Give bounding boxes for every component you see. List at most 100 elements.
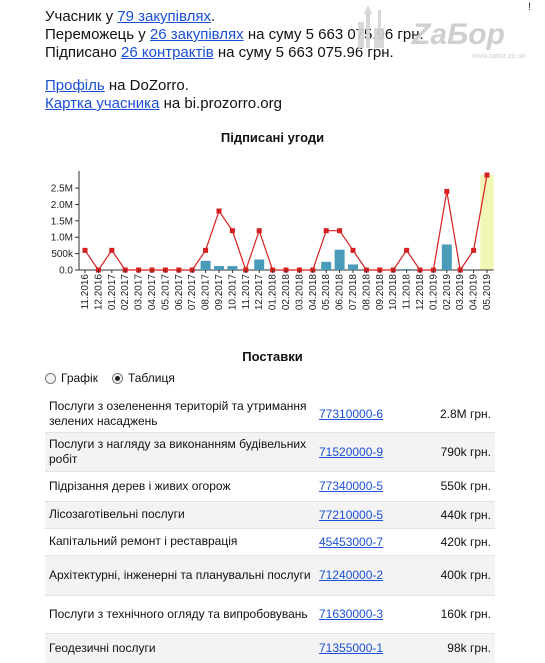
profile-link[interactable]: Профіль (45, 77, 105, 94)
bar (334, 249, 345, 270)
x-tick-label: 01.2017 (107, 274, 118, 311)
line-point (82, 247, 88, 253)
amount: 440k грн. (440, 507, 491, 522)
watermark-url: www.zabor.zp.ua (471, 53, 525, 60)
card-suffix: на bi.prozorro.org (159, 95, 282, 112)
profile-suffix: на DoZorro. (104, 77, 189, 94)
participant-prefix: Учасник у (45, 8, 118, 25)
x-tick-label: 02.2018 (281, 274, 292, 311)
x-tick-label: 05.2018 (321, 274, 332, 311)
amount: 550k грн. (440, 479, 491, 493)
x-tick-label: 09.2018 (375, 274, 386, 311)
table-row: Геодезичні послуги 71355000-1 98k грн. (45, 633, 495, 663)
table-row: Послуги з нагляду за виконанням будівель… (45, 432, 495, 471)
service-name: Капітальний ремонт і реставрація (49, 534, 238, 548)
x-tick-label: 03.2017 (134, 274, 145, 311)
table-row: Підрізання дерев і живих огорож 77340000… (45, 471, 495, 501)
cpv-code-link[interactable]: 71630000-3 (319, 607, 384, 621)
y-tick-label: 0.0 (59, 266, 73, 277)
service-name: Послуги з нагляду за виконанням будівель… (49, 436, 307, 466)
deliveries-table: Послуги з озеленення територій та утрима… (45, 396, 495, 663)
cpv-code-link[interactable]: 77340000-5 (319, 479, 384, 493)
line-point (109, 247, 115, 253)
watermark-logo: ZаБор www.zabor.zp.ua (358, 5, 525, 60)
line-point (350, 247, 356, 253)
line-point (216, 208, 222, 214)
x-tick-label: 05.2017 (160, 274, 171, 311)
participant-line: Учасник у 79 закупівлях. (45, 8, 215, 25)
watermark-text: ZаБор (411, 18, 505, 51)
view-toggle: Графік Таблиця (45, 371, 189, 385)
cpv-code-link[interactable]: 71240000-2 (319, 568, 384, 582)
x-tick-label: 01.2019 (428, 274, 439, 311)
service-name: Архітектурні, інженерні та планувальні п… (49, 567, 311, 582)
profile-line: Профіль на DoZorro. (45, 77, 189, 94)
x-tick-label: 04.2017 (147, 274, 158, 311)
x-tick-label: 01.2018 (268, 274, 279, 311)
x-tick-label: 11.2018 (402, 274, 413, 310)
cpv-code-link[interactable]: 45453000-7 (319, 534, 384, 549)
cpv-code-link[interactable]: 71520000-9 (319, 444, 384, 459)
corner-mark: ! (528, 1, 532, 13)
x-tick-label: 08.2018 (361, 274, 372, 311)
x-tick-label: 09.2017 (214, 274, 225, 311)
amount: 790k грн. (440, 444, 491, 459)
participant-suffix: . (211, 8, 216, 25)
table-row: Архітектурні, інженерні та планувальні п… (45, 555, 495, 595)
service-name: Послуги з технічного огляду та випробову… (49, 606, 308, 621)
winner-prefix: Переможець у (45, 26, 150, 43)
x-tick-label: 11.2017 (241, 274, 252, 310)
x-tick-label: 03.2019 (455, 274, 466, 311)
bar (401, 269, 412, 270)
cpv-code-link[interactable]: 77310000-6 (319, 406, 384, 421)
amount: 2.8M грн. (439, 406, 491, 421)
table-view-label[interactable]: Таблиця (127, 371, 175, 385)
x-tick-label: 10.2018 (388, 274, 399, 311)
y-tick-label: 500k (51, 249, 74, 260)
table-row: Послуги з озеленення територій та утрима… (45, 396, 495, 432)
table-row: Послуги з технічного огляду та випробову… (45, 595, 495, 633)
chart-view-label[interactable]: Графік (61, 371, 98, 385)
x-tick-label: 12.2018 (415, 274, 426, 311)
bar (227, 266, 238, 270)
x-tick-label: 07.2018 (348, 274, 359, 311)
cpv-code-link[interactable]: 77210000-5 (319, 507, 384, 522)
y-tick-label: 2.5M (51, 184, 73, 195)
highlight-band (480, 175, 494, 270)
x-tick-label: 05.2019 (482, 274, 493, 311)
x-tick-label: 06.2018 (335, 274, 346, 311)
participant-card-link[interactable]: Картка учасника (45, 95, 160, 112)
x-tick-label: 06.2017 (174, 274, 185, 311)
x-tick-label: 08.2017 (201, 274, 212, 311)
x-tick-label: 07.2017 (187, 274, 198, 311)
table-row: Капітальний ремонт і реставрація 4545300… (45, 528, 495, 555)
y-tick-label: 2.0M (51, 200, 73, 211)
participant-link[interactable]: 79 закупівлях (117, 8, 212, 25)
service-name: Підрізання дерев і живих огорож (49, 478, 231, 493)
deliveries-title: Поставки (242, 349, 303, 364)
card-line: Картка учасника на bi.prozorro.org (45, 95, 282, 112)
bar (214, 266, 224, 270)
amount: 400k грн. (440, 568, 491, 582)
service-name: Лісозаготівельні послуги (49, 507, 185, 521)
service-name: Послуги з озеленення територій та утрима… (49, 398, 307, 428)
chart-view-radio[interactable] (45, 372, 56, 384)
bar (321, 261, 332, 270)
y-tick-label: 1.0M (51, 233, 73, 244)
x-tick-label: 11.2016 (80, 274, 91, 310)
signed-contracts-link[interactable]: 26 контрактів (121, 44, 214, 61)
x-tick-label: 04.2018 (308, 274, 319, 311)
cpv-code-link[interactable]: 71355000-1 (319, 641, 384, 656)
signed-line: Підписано 26 контрактів на суму 5 663 07… (45, 44, 394, 61)
x-tick-label: 10.2017 (227, 274, 238, 311)
service-name: Геодезичні послуги (49, 640, 156, 655)
x-tick-label: 02.2019 (442, 274, 453, 311)
winner-link[interactable]: 26 закупівлях (149, 26, 244, 43)
signed-suffix: на суму 5 663 075.96 грн. (213, 44, 394, 61)
y-tick-label: 1.5M (51, 216, 73, 227)
series-line (84, 174, 488, 272)
table-view-radio[interactable] (111, 372, 123, 384)
line-point (229, 228, 235, 234)
bar (441, 244, 452, 270)
